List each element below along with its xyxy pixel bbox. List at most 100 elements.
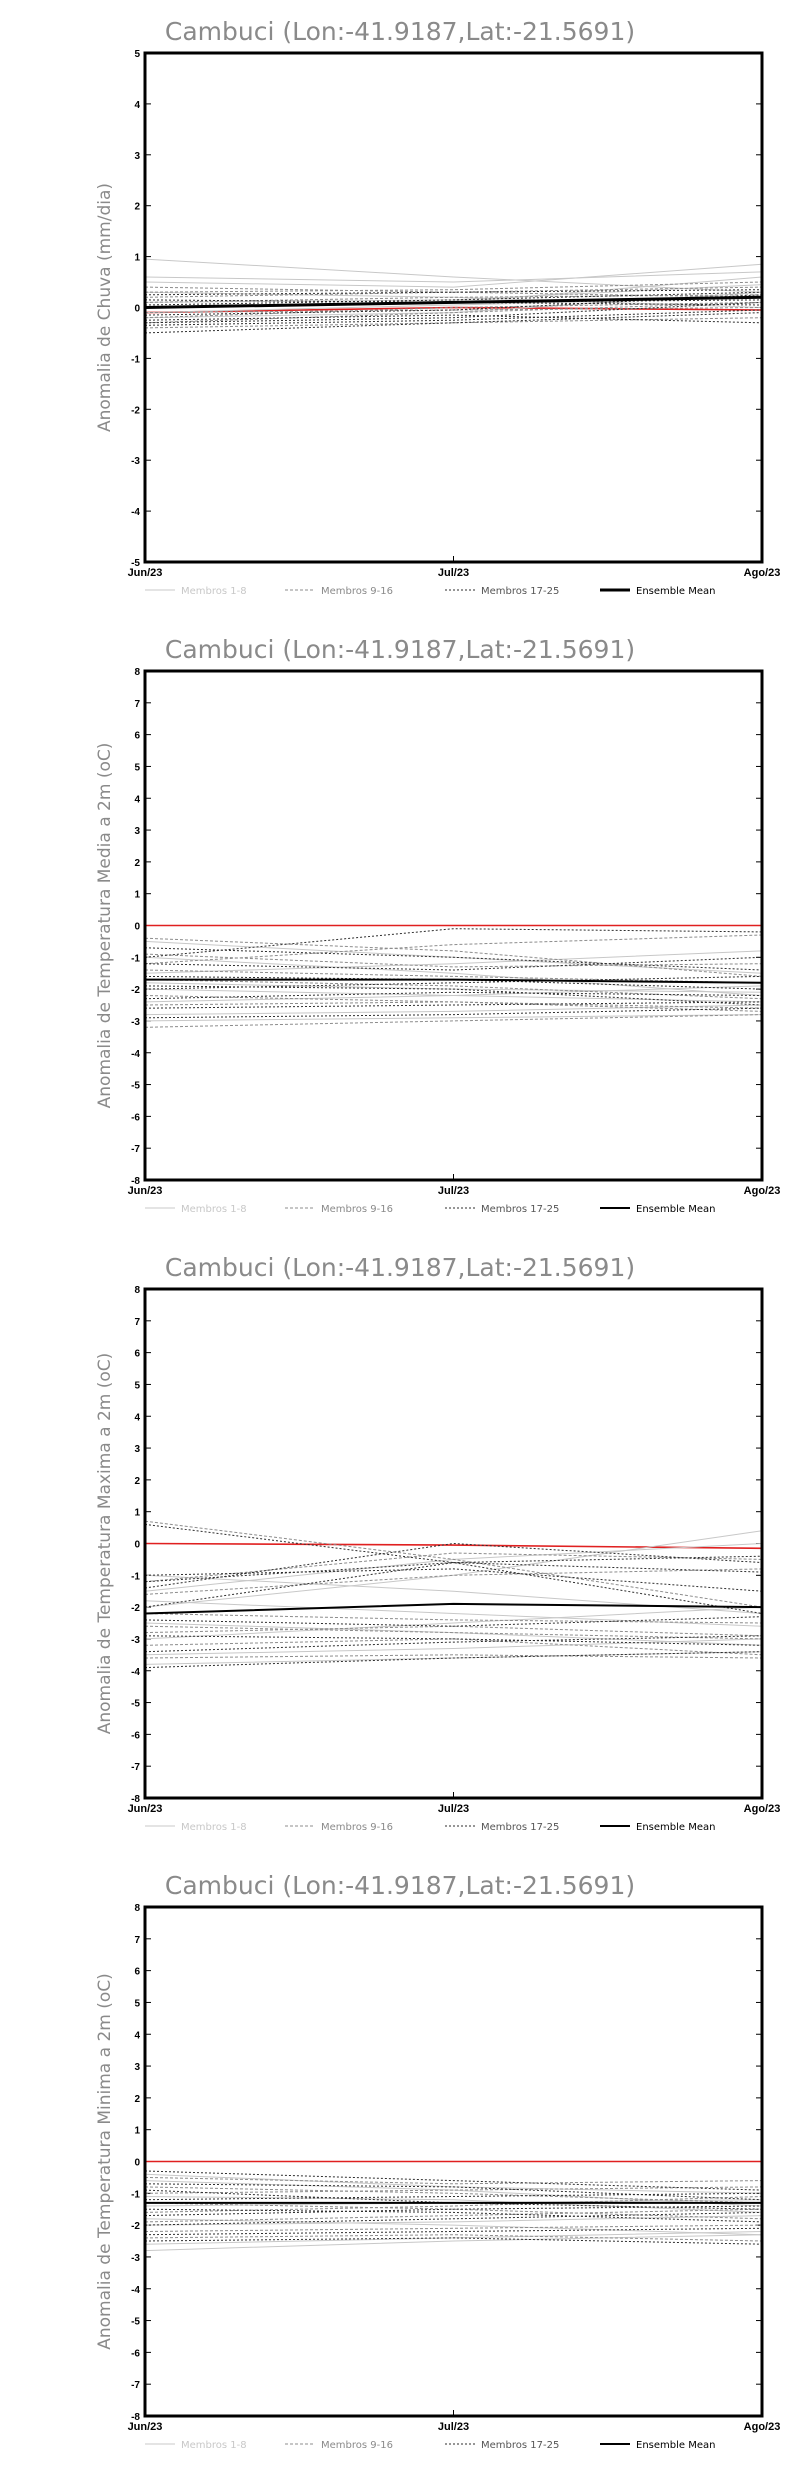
y-tick-label: -7 xyxy=(131,2380,140,2391)
x-tick-label: Jul/23 xyxy=(438,2421,469,2433)
y-tick-label: -1 xyxy=(131,2189,140,2200)
legend-label-3: Membros 17-25 xyxy=(481,2440,559,2451)
member-17-25-line-4 xyxy=(144,947,763,971)
legend-label-3: Membros 17-25 xyxy=(481,586,559,597)
y-tick-label: 4 xyxy=(134,1412,140,1423)
x-tick-label: Jun/23 xyxy=(128,1185,163,1197)
x-tick-label: Jun/23 xyxy=(128,1803,163,1815)
member-17-25-line-7 xyxy=(144,1651,763,1669)
y-tick-label: -2 xyxy=(131,985,140,996)
y-tick-label: 2 xyxy=(134,858,140,869)
ensemble-mean-line xyxy=(144,295,763,309)
member-17-25-line-3 xyxy=(144,1001,763,1009)
y-tick-label: -5 xyxy=(131,1081,140,1092)
member-1-8-line-4 xyxy=(144,2180,763,2207)
ensemble-mean-line xyxy=(144,1602,763,1615)
chart-svg-2: Cambuci (Lon:-41.9187,Lat:-21.5691) Anoma… xyxy=(95,635,781,1215)
y-tick-label: -5 xyxy=(131,558,140,569)
legend-label-2: Membros 9-16 xyxy=(321,1822,393,1833)
x-tick-label: Jun/23 xyxy=(128,567,163,579)
x-tick-label: Ago/23 xyxy=(744,567,781,579)
member-9-16-line-8 xyxy=(144,969,763,984)
member-9-16-line-1 xyxy=(144,1520,763,1608)
y-tick-label: 4 xyxy=(134,100,140,111)
member-17-25-line-9 xyxy=(144,1616,763,1627)
y-tick-label: 2 xyxy=(134,202,140,213)
member-9-16-line-4 xyxy=(144,979,763,1000)
member-17-25-line-7 xyxy=(144,2183,763,2201)
member-9-16-line-3 xyxy=(144,1001,763,1009)
member-17-25-line-6 xyxy=(144,2227,763,2236)
y-tick-label: 1 xyxy=(134,890,140,901)
legend-label-4: Ensemble Mean xyxy=(636,1822,715,1833)
member-9-16-line-8 xyxy=(144,2208,763,2223)
y-tick-label: 4 xyxy=(134,794,140,805)
member-9-16-line-2 xyxy=(144,301,763,324)
y-tick-label: 3 xyxy=(134,1444,140,1455)
chart-title: Cambuci (Lon:-41.9187,Lat:-21.5691) xyxy=(165,1871,635,1900)
y-tick-label: -3 xyxy=(131,1017,140,1028)
member-9-16-line-3 xyxy=(144,286,763,298)
member-17-25-line-9 xyxy=(144,294,763,316)
member-9-16-line-7 xyxy=(144,2186,763,2204)
x-tick-label: Jun/23 xyxy=(128,2421,163,2433)
member-17-25-line-7 xyxy=(144,956,763,971)
legend-label-1: Membros 1-8 xyxy=(181,1822,247,1833)
chart-panel-3: Cambuci (Lon:-41.9187,Lat:-21.5691) Anoma… xyxy=(0,1236,800,1854)
member-1-8-line-7 xyxy=(144,2196,763,2213)
plot-frame xyxy=(143,1905,764,2418)
plot-frame xyxy=(143,1287,764,1800)
chart-title: Cambuci (Lon:-41.9187,Lat:-21.5691) xyxy=(165,1253,635,1282)
x-tick-label: Jul/23 xyxy=(438,1185,469,1197)
y-tick-label: 8 xyxy=(134,667,140,678)
y-tick-label: 5 xyxy=(134,1380,140,1391)
reference-line xyxy=(144,306,763,314)
y-tick-label: 0 xyxy=(134,2158,140,2169)
member-1-8-line-6 xyxy=(144,2234,763,2252)
member-9-16-line-6 xyxy=(144,301,763,319)
member-1-8-line-6 xyxy=(144,1014,763,1022)
y-tick-label: 4 xyxy=(134,2030,140,2041)
member-9-16-line-7 xyxy=(144,281,763,293)
member-17-25-line-4 xyxy=(144,291,763,306)
member-9-16-line-4 xyxy=(144,1638,763,1656)
member-1-8-line-8 xyxy=(144,271,763,283)
member-17-25-line-8 xyxy=(144,991,763,1000)
y-tick-label: -8 xyxy=(131,2412,140,2423)
member-9-16-line-6 xyxy=(144,953,763,968)
member-9-16-line-8 xyxy=(144,1625,763,1640)
x-tick-label: Ago/23 xyxy=(744,1185,781,1197)
y-tick-label: -5 xyxy=(131,1699,140,1710)
member-1-8-line-2 xyxy=(144,950,763,974)
member-9-16-line-2 xyxy=(144,2196,763,2213)
member-17-25-line-3 xyxy=(144,1635,763,1653)
y-tick-label: 1 xyxy=(134,2126,140,2137)
y-tick-label: 0 xyxy=(134,922,140,933)
member-9-16-line-1 xyxy=(144,286,763,298)
y-axis-label: Anomalia de Chuva (mm/dia) xyxy=(95,183,115,432)
y-tick-label: -6 xyxy=(131,1112,140,1123)
y-tick-label: -8 xyxy=(131,1176,140,1187)
member-9-16-line-5 xyxy=(144,294,763,303)
y-tick-label: -1 xyxy=(131,953,140,964)
member-9-16-line-8 xyxy=(144,307,763,314)
y-tick-label: 8 xyxy=(134,1903,140,1914)
y-tick-label: 7 xyxy=(134,1317,140,1328)
legend-label-1: Membros 1-8 xyxy=(181,1204,247,1215)
y-tick-label: -2 xyxy=(131,405,140,416)
x-tick-label: Ago/23 xyxy=(744,1803,781,1815)
y-tick-label: -4 xyxy=(131,1667,140,1678)
y-tick-label: -3 xyxy=(131,2253,140,2264)
chart-title: Cambuci (Lon:-41.9187,Lat:-21.5691) xyxy=(165,17,635,46)
reference-line xyxy=(144,1542,763,1550)
chart-panel-2: Cambuci (Lon:-41.9187,Lat:-21.5691) Anoma… xyxy=(0,618,800,1236)
member-9-16-line-5 xyxy=(144,1613,763,1624)
legend-label-1: Membros 1-8 xyxy=(181,586,247,597)
plot-frame xyxy=(143,669,764,1182)
legend-label-4: Ensemble Mean xyxy=(636,586,715,597)
member-17-25-line-1 xyxy=(144,301,763,324)
y-tick-label: 5 xyxy=(134,762,140,773)
member-17-25-line-1 xyxy=(144,928,763,958)
legend-label-4: Ensemble Mean xyxy=(636,1204,715,1215)
chart-panel-4: Cambuci (Lon:-41.9187,Lat:-21.5691) Anoma… xyxy=(0,1854,800,2472)
